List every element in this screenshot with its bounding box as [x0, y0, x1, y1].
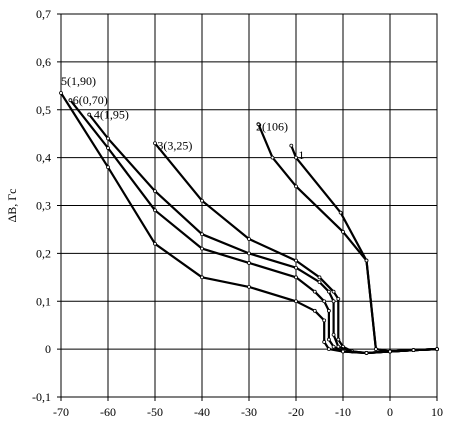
- y-tick-label: 0,1: [36, 294, 51, 308]
- series-label: 1: [298, 148, 304, 162]
- data-point: [87, 112, 92, 117]
- y-tick-label: -0,1: [32, 390, 51, 404]
- data-point: [331, 332, 336, 337]
- data-point: [294, 184, 298, 189]
- y-tick-label: 0,3: [36, 199, 51, 213]
- y-tick-label: 0: [45, 342, 51, 356]
- data-point: [326, 347, 331, 352]
- x-tick-label: -10: [335, 405, 351, 419]
- data-point: [326, 308, 331, 313]
- data-point: [336, 337, 341, 342]
- x-tick-label: -70: [53, 405, 69, 419]
- series-lines: [59, 91, 439, 355]
- data-point: [153, 208, 157, 213]
- series-label: 4(1,95): [94, 108, 129, 122]
- data-point: [256, 122, 261, 127]
- x-tick-label: -30: [241, 405, 257, 419]
- data-point: [200, 198, 204, 203]
- data-point: [411, 348, 416, 352]
- data-point: [317, 280, 322, 285]
- data-point: [312, 289, 317, 294]
- series-label: 6(0,70): [73, 93, 108, 107]
- x-tick-label: -50: [147, 405, 163, 419]
- data-point: [294, 258, 298, 263]
- data-point: [331, 299, 336, 304]
- grid: [60, 13, 438, 398]
- data-point: [200, 232, 204, 237]
- data-point: [247, 251, 251, 256]
- y-axis-ticks: -0,1 0 0,1 0,2 0,3 0,4 0,5 0,6 0,7: [32, 7, 61, 404]
- series-line: [69, 99, 439, 355]
- data-point: [364, 351, 369, 355]
- y-tick-label: 0,4: [36, 151, 51, 165]
- data-point: [294, 155, 298, 160]
- data-point: [247, 261, 251, 265]
- data-point: [435, 347, 439, 352]
- data-point: [200, 275, 204, 280]
- data-point: [336, 296, 341, 301]
- data-point: [68, 98, 73, 103]
- data-point: [312, 308, 317, 313]
- data-point: [153, 241, 157, 246]
- x-tick-label: 10: [431, 405, 443, 419]
- x-tick-label: -40: [194, 405, 210, 419]
- data-point: [294, 275, 298, 280]
- y-tick-label: 0,7: [36, 7, 51, 21]
- data-point: [106, 146, 110, 150]
- data-point: [200, 246, 204, 251]
- x-tick-label: 0: [387, 405, 393, 419]
- x-tick-label: -20: [288, 405, 304, 419]
- data-point: [322, 340, 327, 344]
- data-point: [326, 289, 331, 294]
- data-point: [341, 229, 345, 234]
- series-line: [257, 122, 439, 353]
- data-point: [106, 136, 110, 141]
- series-label: 3(3,25): [157, 139, 192, 153]
- y-tick-label: 0,5: [36, 103, 51, 117]
- y-tick-label: 0,6: [36, 55, 51, 69]
- series-line: [88, 113, 439, 355]
- data-point: [153, 189, 157, 194]
- data-point: [294, 265, 298, 270]
- data-point: [153, 141, 157, 146]
- data-point: [326, 337, 331, 342]
- data-point: [322, 318, 327, 323]
- series-label: 2(106): [256, 120, 288, 134]
- data-point: [106, 165, 110, 170]
- data-point: [322, 299, 327, 304]
- data-point: [388, 349, 392, 354]
- data-point: [331, 344, 336, 349]
- y-axis-label: ΔB, Гс: [5, 189, 19, 223]
- x-tick-label: -60: [100, 405, 116, 419]
- y-tick-label: 0,2: [36, 246, 51, 260]
- data-point: [247, 284, 251, 289]
- series-labels: 1 2(106) 3(3,25) 4(1,95)6(0,70) 5(1,90): [61, 74, 304, 162]
- data-point: [294, 299, 298, 304]
- data-point: [331, 289, 336, 294]
- data-point: [289, 143, 294, 148]
- series-line: [290, 144, 439, 353]
- series-label: 5(1,90): [61, 74, 96, 88]
- data-point: [59, 91, 63, 95]
- data-point: [270, 155, 275, 160]
- data-point: [338, 210, 343, 215]
- data-point: [373, 347, 378, 352]
- x-axis-ticks: -70 -60 -50 -40 -30 -20 -10 0 10: [53, 397, 443, 419]
- data-point: [317, 275, 322, 280]
- data-point: [247, 237, 251, 241]
- data-point: [341, 349, 345, 354]
- data-point: [364, 258, 369, 263]
